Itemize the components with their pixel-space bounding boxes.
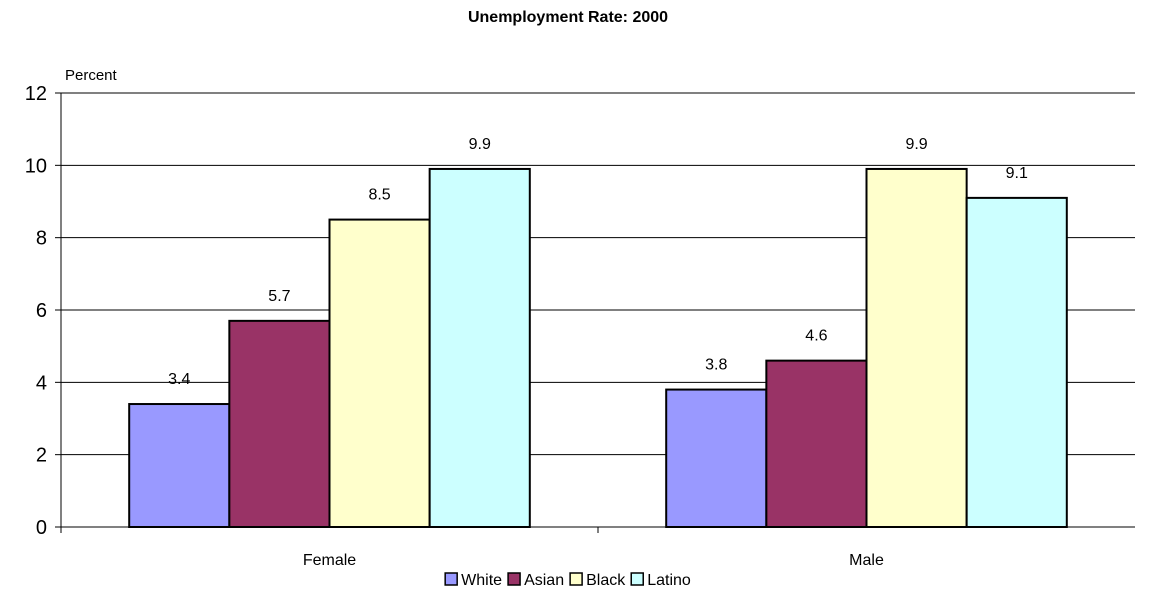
y-tick-label: 10 — [25, 155, 47, 177]
bar-white-male — [665, 388, 768, 529]
legend-label: Black — [586, 572, 626, 589]
legend-label: Asian — [524, 572, 564, 589]
data-label: 9.1 — [1006, 165, 1028, 182]
y-tick-label: 2 — [36, 445, 47, 467]
y-tick-label: 8 — [36, 228, 47, 250]
legend-swatch-white — [444, 572, 458, 586]
bars — [128, 167, 1068, 529]
y-tick-label: 0 — [36, 517, 47, 539]
bar-asian-male — [765, 359, 868, 528]
legend-swatch-latino — [630, 572, 644, 586]
legend-swatch-asian — [507, 572, 521, 586]
bar-asian-female — [228, 319, 331, 528]
data-label: 9.9 — [905, 136, 927, 153]
data-label: 4.6 — [805, 328, 827, 345]
legend-label: White — [461, 572, 502, 589]
bar-black-male — [865, 167, 968, 528]
legend-swatch-black — [569, 572, 583, 586]
y-tick-label: 6 — [36, 300, 47, 322]
bar-black-female — [328, 218, 431, 528]
y-tick-label: 4 — [36, 372, 47, 394]
bar-latino-female — [428, 167, 531, 528]
axes: 0 2 4 6 8 10 12 Female Male — [25, 83, 1135, 569]
data-labels: 3.4 5.7 8.5 9.9 3.8 4.6 9.9 9.1 — [168, 136, 1028, 388]
data-label: 3.8 — [705, 357, 727, 374]
data-label: 9.9 — [469, 136, 491, 153]
x-tick-label: Male — [849, 552, 884, 569]
bar-white-female — [128, 403, 231, 528]
y-tick-label: 12 — [25, 83, 47, 105]
legend: White Asian Black Latino — [444, 572, 691, 589]
x-tick-label: Female — [303, 552, 356, 569]
data-label: 3.4 — [168, 371, 190, 388]
data-label: 8.5 — [368, 187, 390, 204]
y-axis-label: Percent — [65, 67, 118, 84]
bar-latino-male — [965, 196, 1068, 528]
legend-label: Latino — [647, 572, 691, 589]
chart-title: Unemployment Rate: 2000 — [468, 9, 668, 26]
data-label: 5.7 — [268, 288, 290, 305]
